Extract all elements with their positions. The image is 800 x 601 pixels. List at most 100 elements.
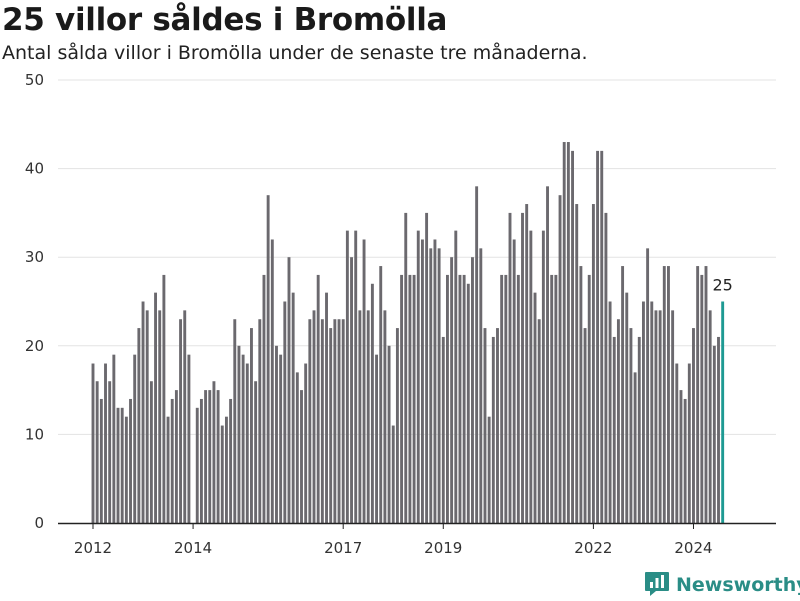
bar (621, 266, 625, 523)
bar (287, 257, 291, 523)
bar (537, 319, 541, 523)
bar (99, 398, 103, 523)
x-tick-label: 2022 (574, 539, 612, 557)
highlight-bar (721, 301, 725, 523)
bar (158, 310, 162, 523)
bar (700, 274, 704, 523)
bar (370, 283, 374, 523)
newsworthy-brand[interactable]: Newsworthy (644, 570, 800, 600)
bar (608, 301, 612, 523)
bar (133, 354, 137, 523)
bar (108, 381, 112, 523)
bar (712, 345, 716, 523)
bar (383, 310, 387, 523)
bar (300, 390, 303, 523)
bar (550, 274, 554, 523)
bar (633, 372, 637, 523)
bar (295, 372, 299, 523)
bar (558, 195, 562, 523)
bar (717, 336, 720, 523)
bar (541, 230, 545, 523)
bar (333, 319, 337, 523)
bar (362, 239, 366, 524)
bar (404, 212, 408, 523)
bar (591, 204, 595, 524)
bar (496, 328, 499, 523)
bar (654, 310, 658, 523)
bar (95, 381, 99, 523)
bar (137, 328, 141, 523)
bar (187, 354, 191, 523)
x-tick-label: 2014 (174, 539, 212, 557)
bar (195, 407, 199, 523)
bar (291, 292, 295, 523)
x-tick-label: 2017 (324, 539, 362, 557)
bar (612, 336, 616, 523)
bar (250, 328, 253, 523)
bar (199, 398, 203, 523)
bar (687, 363, 691, 523)
bar (708, 310, 712, 523)
x-tick-label: 2012 (74, 539, 112, 557)
bar (212, 381, 216, 523)
bar (329, 328, 333, 523)
bar (637, 336, 641, 523)
bar (245, 363, 249, 523)
bar (571, 150, 574, 523)
bar (429, 248, 433, 523)
bar (266, 195, 270, 523)
bar (533, 292, 537, 523)
chart-title: 25 villor såldes i Bromölla (2, 2, 448, 38)
bar (450, 257, 454, 523)
bar (170, 398, 174, 523)
bar (279, 354, 283, 523)
bar (270, 239, 274, 524)
bar (112, 354, 116, 523)
bar (395, 328, 399, 523)
bar (104, 363, 107, 523)
bar (124, 416, 128, 523)
bar (116, 407, 120, 523)
bar (154, 292, 157, 523)
bar (600, 150, 604, 523)
bar (562, 142, 566, 523)
bar (129, 398, 132, 523)
bar (441, 336, 445, 523)
bar (616, 319, 620, 523)
newsworthy-logo-icon (644, 569, 670, 601)
bar (179, 319, 183, 523)
bar (316, 274, 320, 523)
bar (387, 345, 391, 523)
bar (454, 230, 458, 523)
bar (641, 301, 645, 523)
bar (345, 230, 349, 523)
bar (662, 266, 666, 523)
bar (220, 425, 224, 523)
bar (625, 292, 629, 523)
bar (483, 328, 487, 523)
bar (145, 310, 149, 523)
x-tick-label: 2019 (424, 539, 462, 557)
bar (675, 363, 679, 523)
bar (233, 319, 237, 523)
bar (658, 310, 662, 523)
bars (91, 142, 725, 524)
bar (525, 204, 529, 524)
bar (512, 239, 516, 524)
bar (458, 274, 462, 523)
bar (504, 274, 508, 523)
bar (471, 257, 474, 523)
bar (325, 292, 328, 523)
bar (366, 310, 370, 523)
bar (650, 301, 654, 523)
bar (604, 212, 608, 523)
bar (237, 345, 241, 523)
bar (583, 328, 587, 523)
bar (229, 398, 233, 523)
bar (704, 266, 708, 523)
bar (208, 390, 212, 523)
bar (679, 390, 683, 523)
bar (629, 328, 633, 523)
bar (241, 354, 245, 523)
